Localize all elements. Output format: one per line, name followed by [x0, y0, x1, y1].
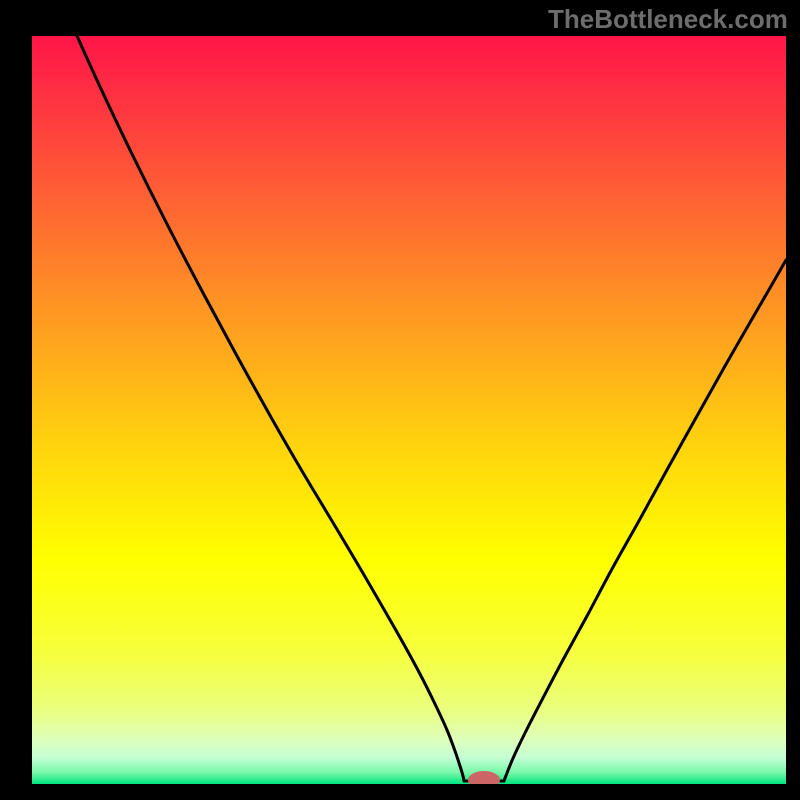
gradient-background	[32, 36, 786, 784]
frame-left	[0, 0, 32, 800]
watermark-text: TheBottleneck.com	[548, 4, 788, 35]
plot-area	[32, 36, 786, 784]
frame-bottom	[0, 784, 800, 800]
plot-svg	[32, 36, 786, 784]
frame-right	[786, 0, 800, 800]
